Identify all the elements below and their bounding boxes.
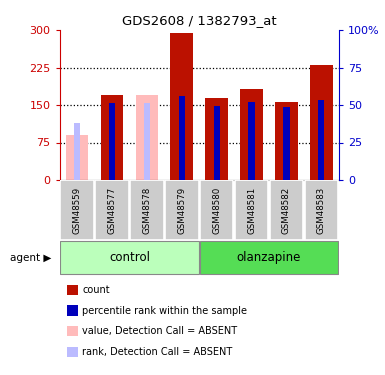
Text: rank, Detection Call = ABSENT: rank, Detection Call = ABSENT: [82, 347, 232, 357]
Text: GSM48578: GSM48578: [142, 186, 151, 234]
Text: GSM48581: GSM48581: [247, 186, 256, 234]
Bar: [305, 180, 338, 240]
Bar: [283, 106, 290, 180]
Text: agent ▶: agent ▶: [10, 253, 51, 263]
Text: GSM48580: GSM48580: [212, 186, 221, 234]
Text: GSM48579: GSM48579: [177, 186, 186, 234]
Bar: [200, 180, 233, 240]
Text: GSM48583: GSM48583: [317, 186, 326, 234]
Bar: [165, 180, 199, 240]
Text: GSM48582: GSM48582: [282, 186, 291, 234]
Bar: [275, 102, 298, 180]
Text: control: control: [109, 251, 150, 264]
Text: GSM48559: GSM48559: [73, 186, 82, 234]
Title: GDS2608 / 1382793_at: GDS2608 / 1382793_at: [122, 15, 276, 27]
Bar: [235, 180, 268, 240]
Bar: [318, 100, 325, 180]
Bar: [60, 180, 94, 240]
Text: percentile rank within the sample: percentile rank within the sample: [82, 306, 247, 315]
Text: olanzapine: olanzapine: [237, 251, 301, 264]
Text: value, Detection Call = ABSENT: value, Detection Call = ABSENT: [82, 326, 237, 336]
Bar: [179, 96, 185, 180]
Bar: [60, 242, 199, 274]
Bar: [74, 123, 80, 180]
Bar: [200, 242, 338, 274]
Bar: [205, 98, 228, 180]
Bar: [109, 102, 115, 180]
Bar: [171, 33, 193, 180]
Text: GSM48577: GSM48577: [107, 186, 117, 234]
Bar: [136, 95, 158, 180]
Bar: [144, 102, 150, 180]
Bar: [248, 102, 255, 180]
Text: count: count: [82, 285, 110, 295]
Bar: [214, 106, 220, 180]
Bar: [240, 89, 263, 180]
Bar: [95, 180, 129, 240]
Bar: [100, 95, 123, 180]
Bar: [310, 65, 333, 180]
Bar: [270, 180, 303, 240]
Bar: [130, 180, 164, 240]
Bar: [66, 135, 89, 180]
